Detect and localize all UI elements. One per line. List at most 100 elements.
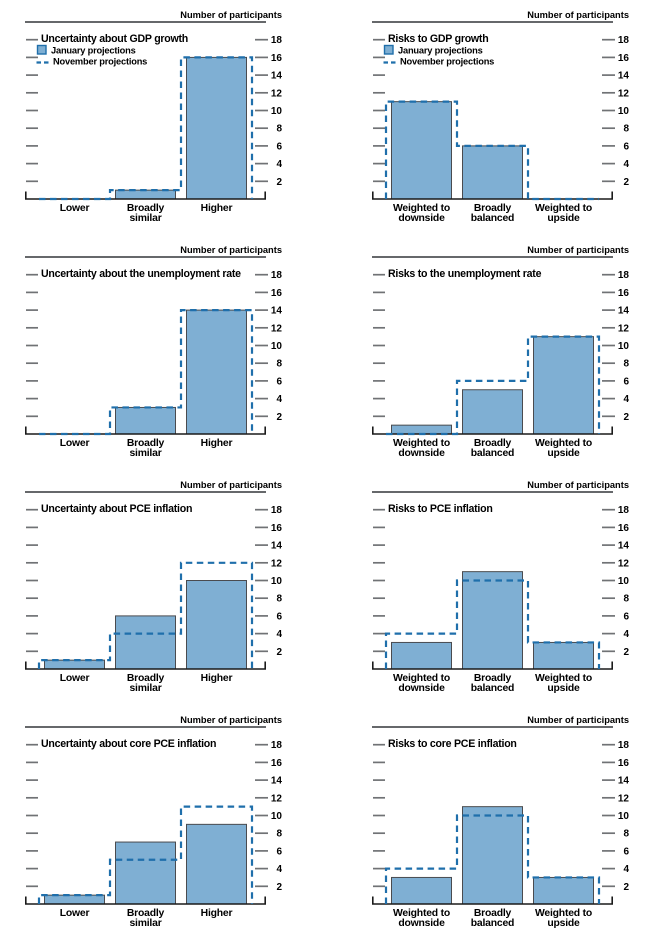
y-tick-label: 16: [618, 758, 630, 769]
category-label: Broadly: [127, 908, 165, 919]
category-label: Weighted to: [393, 438, 450, 449]
y-tick-label: 6: [276, 846, 282, 857]
legend-january-label: January projections: [398, 46, 483, 56]
chart-title: Uncertainty about GDP growth: [41, 33, 188, 45]
y-tick-label: 2: [623, 882, 629, 893]
category-label: Lower: [60, 908, 90, 919]
category-label: Broadly: [127, 203, 165, 214]
y-tick-label: 6: [623, 611, 629, 622]
y-tick-label: 2: [276, 412, 282, 423]
y-tick-label: 14: [618, 71, 630, 82]
category-label: Lower: [60, 203, 90, 214]
y-tick-label: 2: [276, 647, 282, 658]
november-dashed-outline: [384, 579, 601, 669]
y-tick-label: 12: [618, 793, 630, 804]
category-label: Broadly: [474, 438, 512, 449]
y-tick-label: 12: [618, 323, 630, 334]
y-tick-label: 16: [271, 523, 283, 534]
category-label: balanced: [471, 448, 514, 459]
y-tick-label: 4: [276, 159, 282, 170]
chart-canvas: Number of participants 2 4 6 8 10 12 14 16 18 Unce…: [24, 245, 283, 459]
category-label: Weighted to: [393, 203, 450, 214]
category-label: upside: [547, 213, 580, 224]
y-tick-label: 18: [618, 270, 630, 281]
january-bar: [533, 641, 594, 670]
chart-canvas: Number of participants 2 4 6 8 10 12 14 16 18 Risk…: [371, 10, 630, 224]
y-tick-label: 6: [276, 376, 282, 387]
chart-title: Risks to the unemployment rate: [388, 268, 542, 280]
category-label: downside: [398, 918, 445, 929]
january-bar: [186, 823, 247, 905]
y-axis-unit-label: Number of participants: [527, 715, 629, 725]
chart-uncertainty-gdp-growth: Number of participants 2 4 6 8 10 12 14 16 18 Unce…: [0, 0, 325, 235]
y-tick-label: 16: [271, 53, 283, 64]
chart-title: Uncertainty about core PCE inflation: [41, 738, 216, 750]
chart-title: Risks to GDP growth: [388, 33, 488, 45]
november-dashed-outline: [384, 100, 599, 201]
january-bar: [462, 571, 523, 670]
y-tick-label: 8: [276, 829, 282, 840]
y-tick-label: 6: [623, 141, 629, 152]
chart-title: Risks to core PCE inflation: [388, 738, 517, 750]
y-axis-unit-label: Number of participants: [180, 480, 282, 490]
y-tick-label: 12: [271, 793, 283, 804]
january-bar: [115, 841, 176, 905]
y-tick-label: 10: [618, 576, 630, 587]
y-tick-label: 2: [623, 647, 629, 658]
y-axis-unit-label: Number of participants: [180, 715, 282, 725]
january-bar: [533, 876, 594, 905]
november-dashed-outline: [384, 814, 601, 904]
y-tick-label: 8: [623, 829, 629, 840]
y-tick-label: 4: [623, 159, 629, 170]
category-label: balanced: [471, 683, 514, 694]
y-axis-unit-label: Number of participants: [527, 10, 629, 20]
category-label: Higher: [201, 438, 233, 449]
november-dashed-outline: [386, 335, 601, 436]
y-tick-label: 12: [271, 558, 283, 569]
category-label: similar: [129, 448, 161, 459]
category-label: balanced: [471, 918, 514, 929]
january-bar: [44, 894, 105, 905]
chart-canvas: Number of participants 2 4 6 8 10 12 14 16 18 Unce…: [24, 480, 283, 694]
y-tick-label: 2: [623, 412, 629, 423]
y-axis-unit-label: Number of participants: [527, 245, 629, 255]
y-tick-label: 6: [623, 846, 629, 857]
january-bar: [186, 580, 247, 670]
january-bar: [391, 876, 452, 905]
y-tick-label: 12: [618, 558, 630, 569]
january-bar: [115, 189, 176, 200]
y-tick-label: 16: [618, 53, 630, 64]
y-tick-label: 16: [271, 758, 283, 769]
chart-canvas: Number of participants 2 4 6 8 10 12 14 16 18 Unce…: [24, 10, 283, 224]
category-label: Weighted to: [535, 438, 592, 449]
y-axis-unit-label: Number of participants: [180, 245, 282, 255]
y-tick-label: 2: [623, 177, 629, 188]
january-bar: [186, 309, 247, 435]
january-bar: [391, 101, 452, 200]
category-label: Lower: [60, 673, 90, 684]
y-tick-label: 14: [618, 776, 630, 787]
chart-uncertainty-pce-inflation: Number of participants 2 4 6 8 10 12 14 16 18 Unce…: [0, 470, 325, 705]
category-label: Broadly: [127, 438, 165, 449]
y-tick-label: 12: [271, 88, 283, 99]
y-tick-label: 14: [271, 306, 283, 317]
january-bar: [44, 659, 105, 670]
y-tick-label: 16: [618, 288, 630, 299]
y-tick-label: 4: [276, 629, 282, 640]
november-dashed-outline: [39, 56, 254, 201]
y-tick-label: 4: [623, 629, 629, 640]
chart-canvas: Number of participants 2 4 6 8 10 12 14 16 18 Unce…: [24, 715, 283, 929]
category-label: similar: [129, 213, 161, 224]
y-tick-label: 18: [271, 740, 283, 751]
y-tick-label: 8: [623, 359, 629, 370]
y-tick-label: 4: [623, 864, 629, 875]
chart-title: Uncertainty about the unemployment rate: [41, 268, 241, 280]
legend-january-label: January projections: [51, 46, 136, 56]
y-tick-label: 18: [618, 35, 630, 46]
y-tick-label: 18: [271, 270, 283, 281]
y-tick-label: 16: [618, 523, 630, 534]
january-bar: [391, 641, 452, 670]
y-tick-label: 14: [618, 306, 630, 317]
category-label: downside: [398, 683, 445, 694]
